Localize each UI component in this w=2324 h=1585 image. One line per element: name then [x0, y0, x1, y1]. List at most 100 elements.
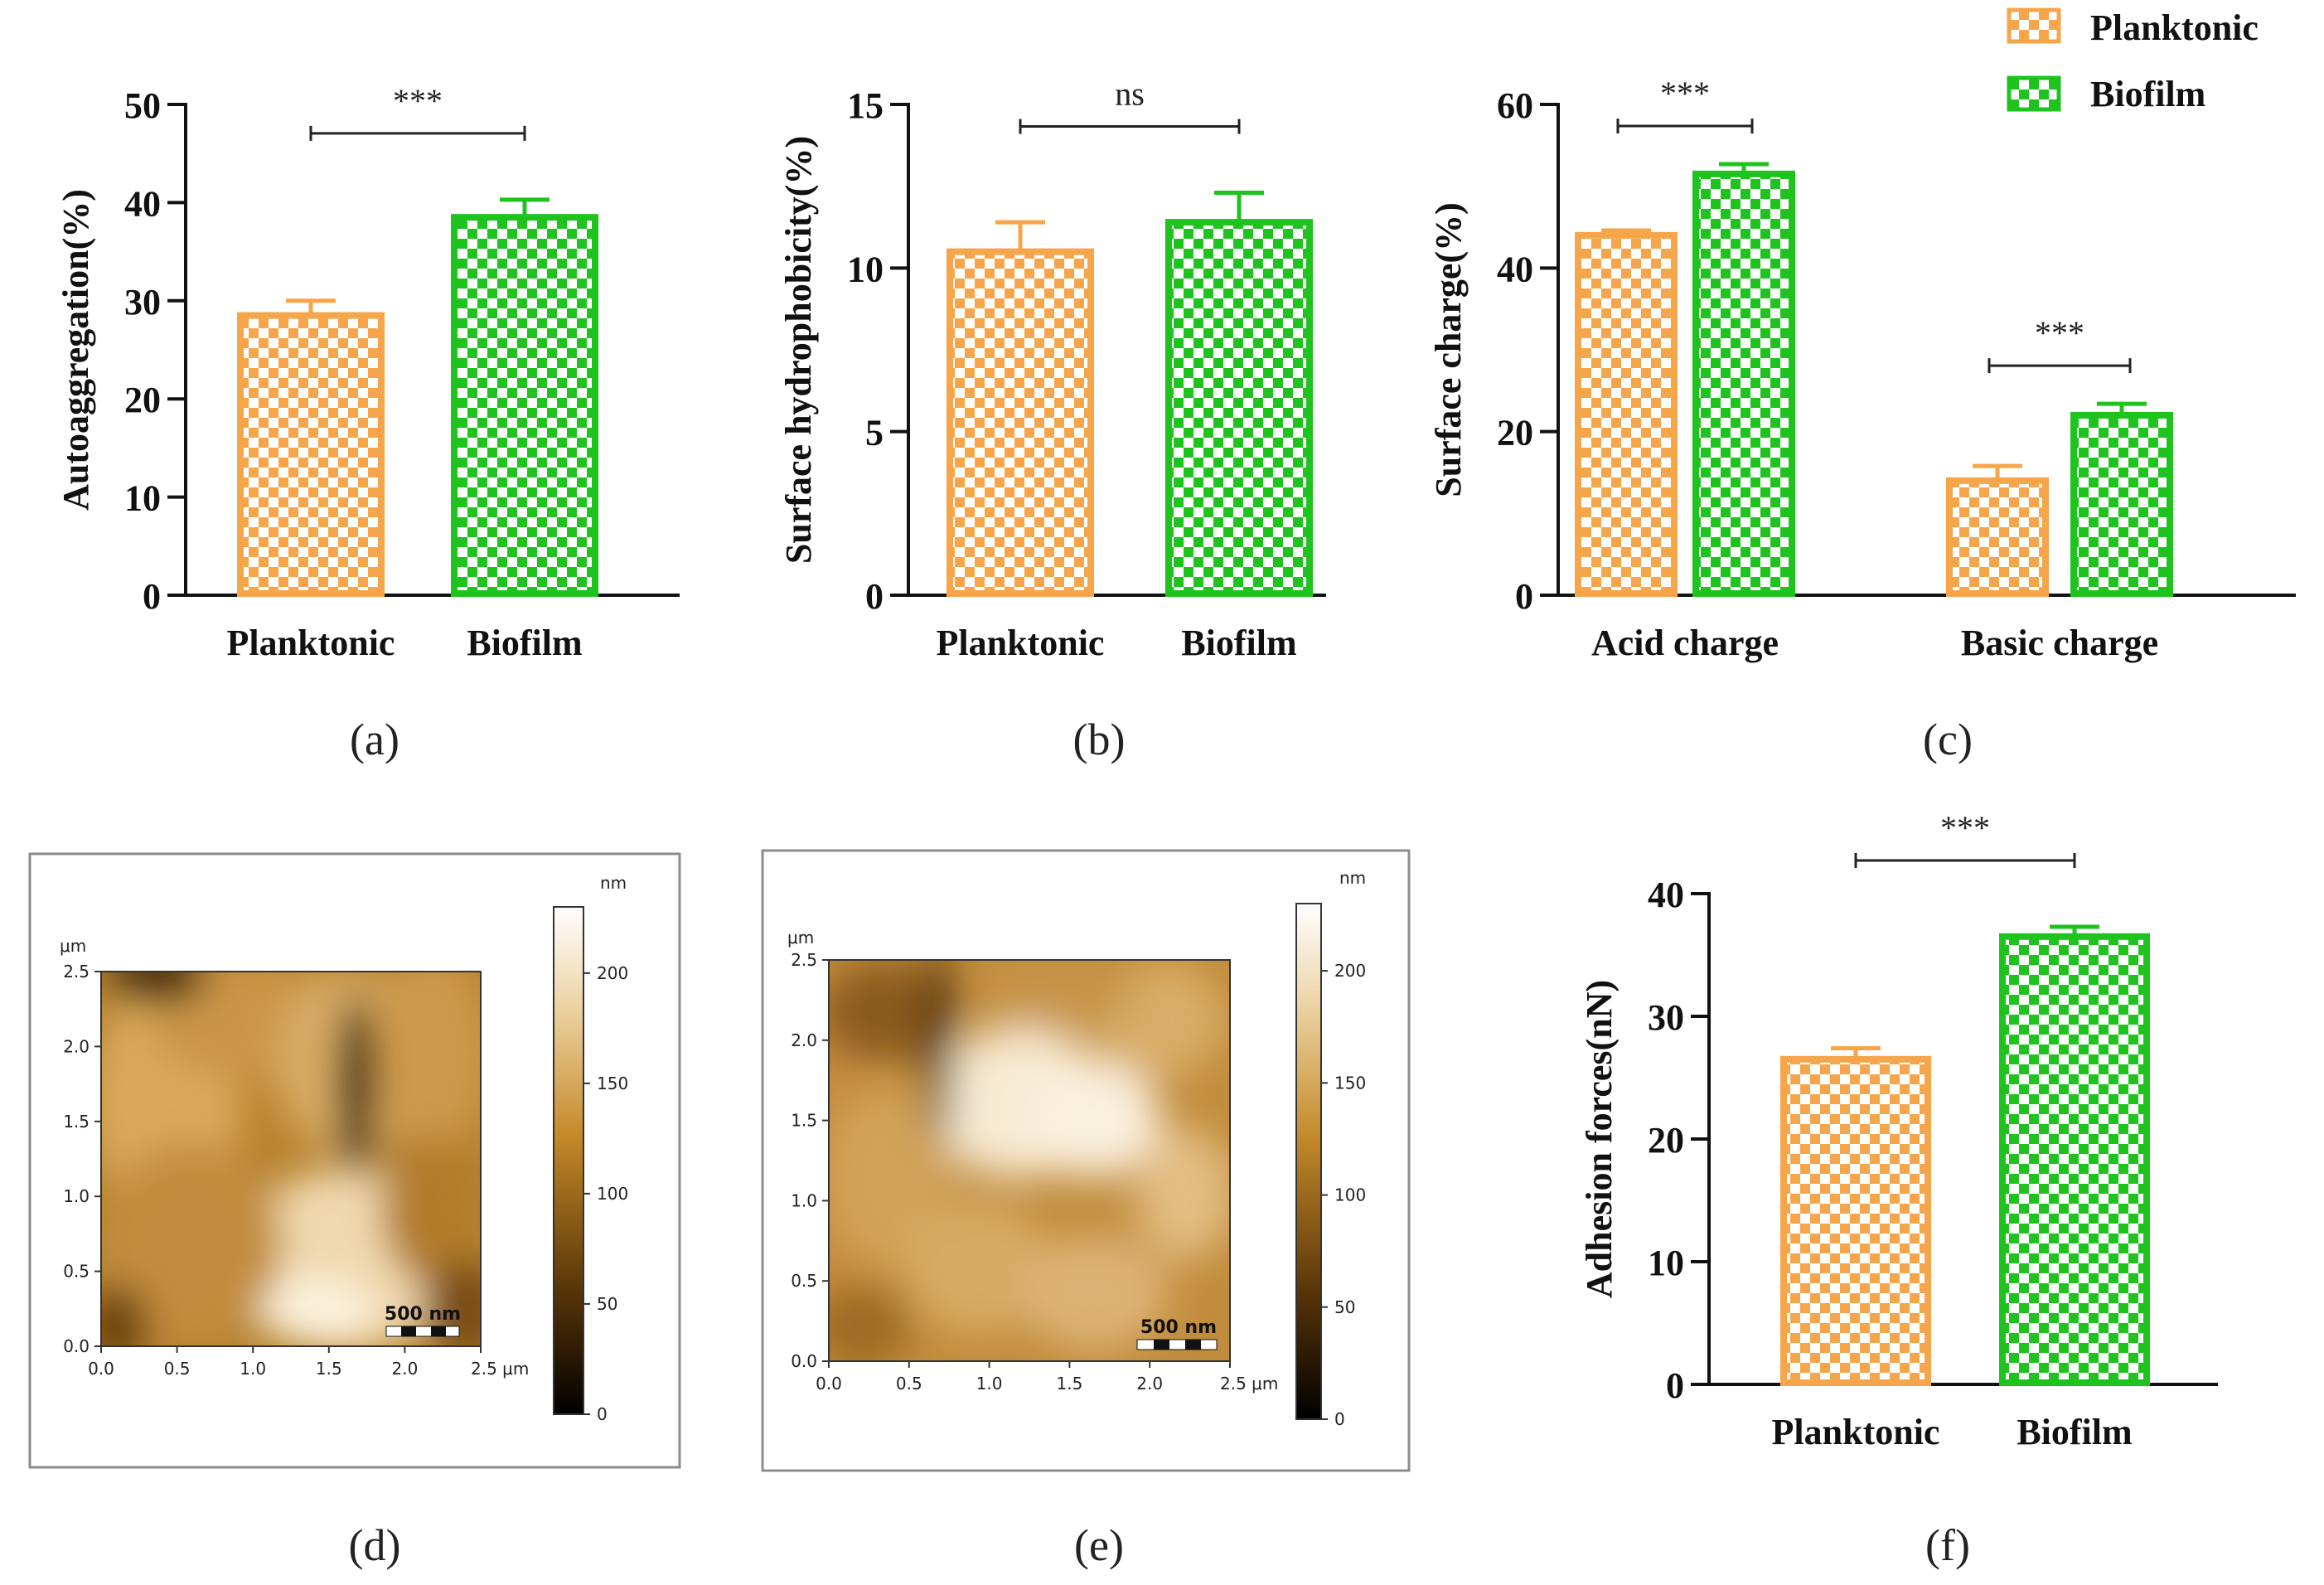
y-axis-label: Surface charge(%)	[1428, 202, 1469, 497]
significance-label: ***	[393, 82, 443, 119]
afm-y-tick-label: 1.0	[791, 1190, 817, 1210]
colorbar-tick-label: 0	[597, 1404, 608, 1424]
afm-x-tick-label: 0.0	[88, 1359, 114, 1379]
y-tick-label: 20	[1648, 1120, 1684, 1161]
significance-label: ns	[1115, 75, 1145, 113]
colorbar-tick-label: 100	[597, 1184, 628, 1204]
x-tick-label: Biofilm	[2017, 1412, 2132, 1452]
bar-biofilm	[451, 214, 598, 597]
afm-x-tick-label: 2.5 μm	[1220, 1374, 1278, 1394]
y-tick-label: 15	[847, 85, 884, 126]
afm-y-tick-label: 0.0	[791, 1351, 817, 1371]
y-axis-label: Surface hydrophobicity(%)	[778, 136, 819, 564]
chart-surface-charge: 0 20 40 60 Surface charge(%) Acid charge *** Ba…	[1428, 75, 2296, 663]
y-tick-label: 30	[1648, 997, 1684, 1038]
y-tick-label: 40	[1648, 875, 1684, 915]
afm-height-map-d	[101, 972, 481, 1346]
afm-y-tick-label: 0.5	[63, 1262, 90, 1282]
scale-bar-e	[1136, 1339, 1218, 1350]
x-tick-label: Planktonic	[227, 623, 395, 663]
bar-basic-charge-planktonic	[1946, 477, 2049, 597]
significance-label: ***	[2035, 314, 2084, 351]
afm-unit-d: μm	[60, 936, 86, 956]
bar-biofilm	[1165, 219, 1313, 597]
afm-image-e: 500 nm μm 0.0 0.5 1.0 1.5 2.0 2.5 μm0.00.51.0…	[761, 849, 1411, 1472]
colorbar-tick-label: 150	[1334, 1073, 1366, 1093]
significance-label: ***	[1940, 809, 1990, 846]
y-axis-label: Autoaggregation(%)	[56, 189, 96, 511]
y-tick-label: 0	[1515, 576, 1533, 617]
afm-y-tick-label: 2.0	[63, 1036, 90, 1056]
afm-y-tick-label: 1.5	[791, 1111, 817, 1131]
bar-acid-charge-planktonic	[1575, 231, 1678, 597]
bar-planktonic	[1780, 1055, 1931, 1387]
colorbar-d	[553, 906, 584, 1415]
colorbar-tick-label: 200	[597, 963, 628, 983]
afm-image-d: 500 nm μm 0.0 0.5 1.0 1.5 2.0 2.5 μm0.00.51.0…	[28, 852, 681, 1469]
legend-swatch-planktonic	[2007, 7, 2061, 44]
afm-x-tick-label: 2.0	[1136, 1374, 1163, 1394]
afm-x-tick-label: 1.0	[240, 1359, 266, 1379]
x-tick-label: Biofilm	[467, 623, 582, 663]
panel-label-e: (e)	[1074, 1520, 1124, 1570]
bar-biofilm	[1999, 933, 2150, 1387]
significance-label: ***	[1660, 75, 1710, 112]
afm-x-tick-label: 2.5 μm	[471, 1359, 529, 1379]
colorbar-unit-e: nm	[1339, 868, 1366, 888]
bar-acid-charge-biofilm	[1692, 170, 1795, 597]
y-tick-label: 40	[124, 183, 161, 224]
afm-y-tick-label: 1.5	[63, 1112, 90, 1132]
panel-label-b: (b)	[1073, 715, 1126, 764]
y-tick-label: 20	[124, 380, 161, 420]
legend-label-planktonic: Planktonic	[2090, 7, 2259, 48]
colorbar-tick-label: 0	[1334, 1409, 1345, 1429]
afm-y-tick-label: 2.5	[791, 950, 817, 970]
chart-surface-hydrophobicity: 0 5 10 15 Surface hydrophobicity(%) Planktoni…	[778, 75, 1326, 663]
y-tick-label: 0	[143, 576, 161, 617]
colorbar-e	[1295, 903, 1322, 1420]
panel-label-f: (f)	[1925, 1520, 1970, 1570]
y-tick-label: 30	[124, 282, 161, 322]
afm-x-tick-label: 2.0	[391, 1359, 418, 1379]
y-tick-label: 0	[865, 576, 884, 617]
y-axis-label: Adhesion forces(nN)	[1579, 980, 1620, 1298]
x-tick-label: Basic charge	[1961, 623, 2158, 663]
legend-label-biofilm: Biofilm	[2090, 74, 2205, 114]
bar-basic-charge-biofilm	[2070, 411, 2173, 597]
y-tick-label: 10	[124, 478, 161, 519]
bar-planktonic	[947, 248, 1094, 597]
colorbar-unit-d: nm	[600, 873, 627, 893]
afm-y-tick-label: 2.0	[791, 1030, 817, 1050]
y-tick-label: 50	[124, 85, 161, 126]
afm-x-tick-label: 0.0	[816, 1374, 842, 1394]
y-tick-label: 10	[1648, 1243, 1684, 1283]
colorbar-tick-label: 100	[1334, 1185, 1366, 1205]
y-tick-label: 20	[1497, 413, 1533, 453]
y-tick-label: 40	[1497, 249, 1533, 289]
panel-label-a: (a)	[350, 715, 399, 764]
colorbar-tick-label: 50	[1334, 1297, 1355, 1317]
colorbar-tick-label: 150	[597, 1074, 628, 1093]
legend-swatch-biofilm	[2007, 75, 2061, 112]
afm-x-tick-label: 1.5	[1056, 1374, 1082, 1394]
scale-bar-d	[385, 1326, 460, 1337]
x-tick-label: Biofilm	[1181, 623, 1296, 663]
y-tick-label: 10	[847, 249, 884, 289]
afm-x-tick-label: 1.5	[316, 1359, 342, 1379]
chart-adhesion-forces: 0 10 20 30 40 Adhesion forces(nN) Planktonic Bi…	[1579, 809, 2218, 1452]
x-tick-label: Planktonic	[937, 623, 1105, 663]
x-tick-label: Planktonic	[1772, 1412, 1940, 1452]
colorbar-tick-label: 50	[597, 1294, 617, 1314]
panel-label-c: (c)	[1923, 715, 1973, 764]
afm-x-tick-label: 0.5	[164, 1359, 191, 1379]
afm-unit-e: μm	[787, 928, 814, 948]
scale-bar-label-e: 500 nm	[1140, 1317, 1217, 1338]
colorbar-tick-label: 200	[1334, 961, 1366, 981]
x-tick-label: Acid charge	[1591, 623, 1779, 663]
afm-x-tick-label: 0.5	[896, 1374, 922, 1394]
afm-y-tick-label: 2.5	[63, 962, 90, 982]
afm-height-map-e	[829, 960, 1230, 1361]
legend: Planktonic Biofilm	[2007, 7, 2259, 114]
scale-bar-label-d: 500 nm	[385, 1304, 461, 1325]
